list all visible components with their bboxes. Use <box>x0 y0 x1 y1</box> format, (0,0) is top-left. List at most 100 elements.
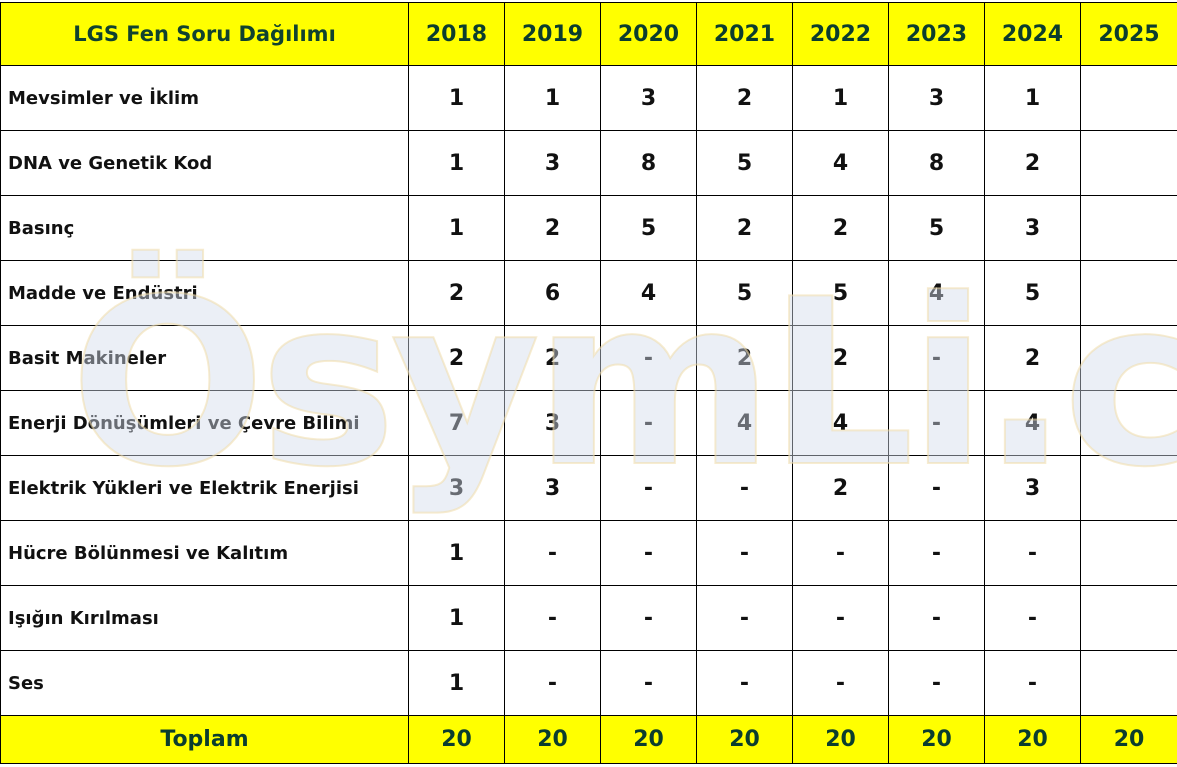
value-cell: - <box>984 520 1081 586</box>
value-cell <box>1080 390 1177 456</box>
value-cell: 1 <box>408 650 505 716</box>
value-cell: - <box>792 520 889 586</box>
value-cell: 4 <box>984 390 1081 456</box>
topic-cell: DNA ve Genetik Kod <box>0 130 409 196</box>
total-cell: 20 <box>696 715 793 764</box>
year-header: 2020 <box>600 2 697 66</box>
value-cell: - <box>600 520 697 586</box>
value-cell <box>1080 520 1177 586</box>
topic-cell: Ses <box>0 650 409 716</box>
value-cell: 2 <box>696 65 793 131</box>
value-cell: 3 <box>600 65 697 131</box>
value-cell: 2 <box>792 195 889 261</box>
value-cell: 2 <box>504 195 601 261</box>
topic-cell: Basınç <box>0 195 409 261</box>
total-cell: 20 <box>792 715 889 764</box>
value-cell: 1 <box>792 65 889 131</box>
value-cell: - <box>984 650 1081 716</box>
value-cell <box>1080 325 1177 391</box>
value-cell: 1 <box>408 520 505 586</box>
value-cell <box>1080 585 1177 651</box>
value-cell: 4 <box>600 260 697 326</box>
value-cell: 1 <box>504 65 601 131</box>
year-header: 2019 <box>504 2 601 66</box>
value-cell: 1 <box>984 65 1081 131</box>
value-cell: 2 <box>408 325 505 391</box>
value-cell: - <box>504 585 601 651</box>
value-cell: 4 <box>696 390 793 456</box>
year-header: 2024 <box>984 2 1081 66</box>
value-cell: 2 <box>504 325 601 391</box>
value-cell: 3 <box>984 455 1081 521</box>
value-cell: - <box>888 390 985 456</box>
value-cell: - <box>984 585 1081 651</box>
value-cell: - <box>888 585 985 651</box>
total-cell: 20 <box>888 715 985 764</box>
total-cell: 20 <box>504 715 601 764</box>
table-title: LGS Fen Soru Dağılımı <box>0 2 409 66</box>
value-cell: 2 <box>792 455 889 521</box>
value-cell: 4 <box>792 390 889 456</box>
value-cell: - <box>600 390 697 456</box>
value-cell: 3 <box>408 455 505 521</box>
value-cell: - <box>600 650 697 716</box>
topic-cell: Mevsimler ve İklim <box>0 65 409 131</box>
value-cell: 3 <box>888 65 985 131</box>
value-cell: - <box>888 455 985 521</box>
value-cell: - <box>696 650 793 716</box>
topic-cell: Madde ve Endüstri <box>0 260 409 326</box>
year-header: 2018 <box>408 2 505 66</box>
value-cell: 4 <box>792 130 889 196</box>
table-row: Hücre Bölünmesi ve Kalıtım 1- - - - - - <box>0 520 1177 586</box>
topic-cell: Enerji Dönüşümleri ve Çevre Bilimi <box>0 390 409 456</box>
value-cell: 1 <box>408 130 505 196</box>
value-cell: 3 <box>504 390 601 456</box>
value-cell: 3 <box>504 455 601 521</box>
value-cell: - <box>504 650 601 716</box>
value-cell <box>1080 260 1177 326</box>
table-row: Basınç 1 2 5 2 2 5 3 <box>0 195 1177 261</box>
table-row: Basit Makineler 2 2-2 2-2 <box>0 325 1177 391</box>
value-cell: - <box>792 585 889 651</box>
value-cell: - <box>600 585 697 651</box>
value-cell: 1 <box>408 195 505 261</box>
value-cell: - <box>600 455 697 521</box>
value-cell: - <box>504 520 601 586</box>
year-header: 2021 <box>696 2 793 66</box>
value-cell: 2 <box>984 325 1081 391</box>
year-header: 2022 <box>792 2 889 66</box>
table-row: Mevsimler ve İklim 1 1 3 2 1 3 1 <box>0 65 1177 131</box>
value-cell: - <box>888 650 985 716</box>
value-cell: - <box>888 520 985 586</box>
value-cell <box>1080 650 1177 716</box>
value-cell: 2 <box>696 195 793 261</box>
table-row: Ses 1- - - - - - <box>0 650 1177 716</box>
topic-cell: Basit Makineler <box>0 325 409 391</box>
table-row: Madde ve Endüstri 2 6 4 5 5 4 5 <box>0 260 1177 326</box>
value-cell <box>1080 455 1177 521</box>
value-cell: - <box>696 455 793 521</box>
table-row: Enerji Dönüşümleri ve Çevre Bilimi 7 3-4 4-… <box>0 390 1177 456</box>
topic-cell: Işığın Kırılması <box>0 585 409 651</box>
value-cell: 5 <box>600 195 697 261</box>
total-cell: 20 <box>408 715 505 764</box>
value-cell: - <box>792 650 889 716</box>
value-cell: - <box>600 325 697 391</box>
topic-cell: Elektrik Yükleri ve Elektrik Enerjisi <box>0 455 409 521</box>
value-cell: 5 <box>696 260 793 326</box>
header-row: LGS Fen Soru Dağılımı 2018 2019 2020 202… <box>0 2 1177 66</box>
total-cell: 20 <box>600 715 697 764</box>
value-cell: 2 <box>696 325 793 391</box>
value-cell <box>1080 65 1177 131</box>
value-cell: 5 <box>792 260 889 326</box>
value-cell: - <box>696 585 793 651</box>
value-cell: 5 <box>984 260 1081 326</box>
total-cell: 20 <box>984 715 1081 764</box>
value-cell: 6 <box>504 260 601 326</box>
value-cell: 3 <box>984 195 1081 261</box>
year-header: 2023 <box>888 2 985 66</box>
value-cell: 1 <box>408 585 505 651</box>
value-cell <box>1080 195 1177 261</box>
